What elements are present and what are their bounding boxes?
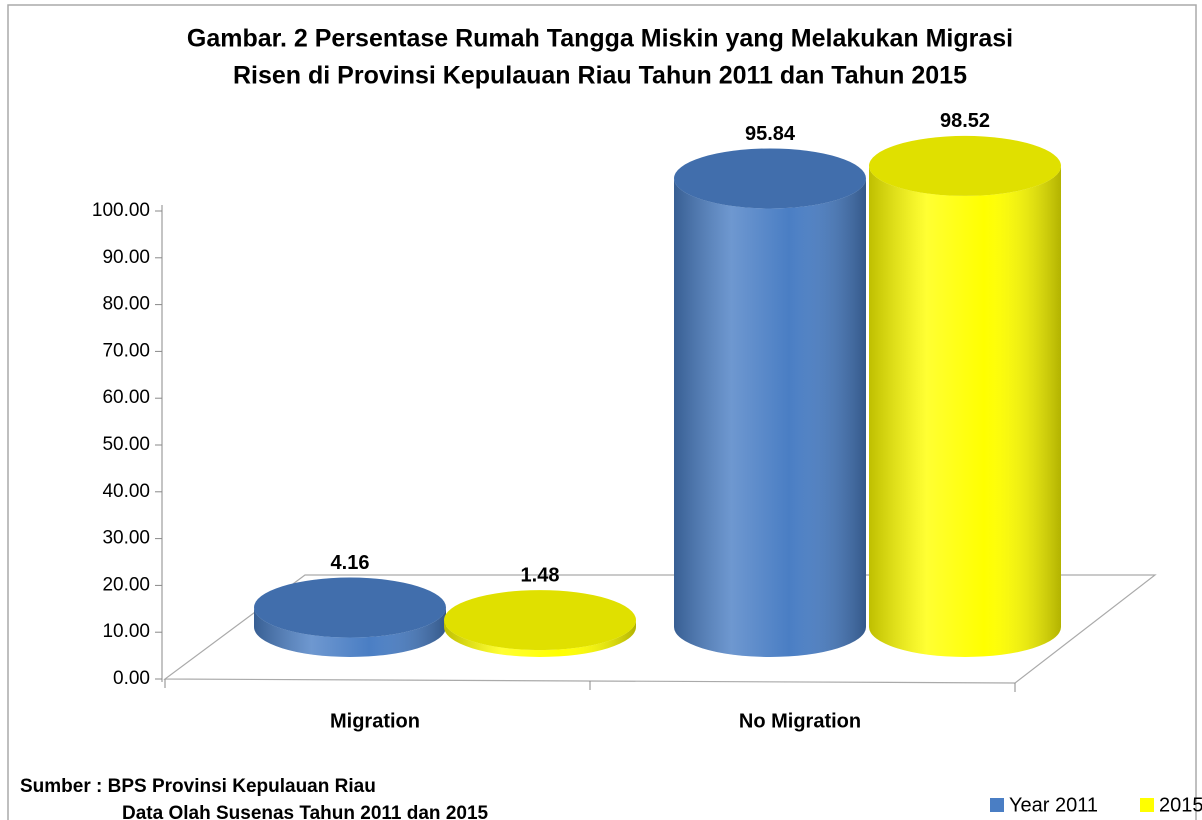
data-label: 4.16: [331, 552, 370, 574]
y-tick-label: 0.00: [113, 668, 150, 689]
x-tick-label: No Migration: [739, 710, 861, 732]
legend-swatch: [1140, 798, 1154, 812]
cylinder-top-shade: [674, 148, 866, 209]
y-tick-label: 10.00: [102, 621, 150, 642]
data-label: 98.52: [940, 110, 990, 132]
data-label: 1.48: [521, 564, 560, 586]
cylinder-top-shade: [869, 135, 1061, 196]
y-tick-label: 70.00: [102, 340, 150, 361]
cylinder-shade: [444, 620, 636, 657]
cylinder-top-shade: [444, 590, 636, 651]
cylinder-shade: [254, 607, 446, 657]
legend-label: 2015: [1159, 794, 1202, 816]
y-tick-label: 100.00: [92, 200, 150, 221]
cylinder-top-shade: [254, 577, 446, 638]
legend-swatch: [990, 798, 1004, 812]
legend-label: Year 2011: [1009, 794, 1098, 816]
cylinder-top: [674, 148, 866, 209]
x-tick-label: Migration: [330, 710, 420, 732]
cylinder: [869, 135, 1061, 658]
cylinder-top: [444, 590, 636, 651]
cylinder-top: [254, 577, 446, 638]
y-tick-label: 90.00: [102, 247, 150, 268]
cylinder-shade: [674, 178, 866, 657]
y-tick-label: 30.00: [102, 528, 150, 549]
cylinder: [674, 148, 866, 657]
chart-title: Gambar. 2 Persentase Rumah Tangga Miskin…: [187, 25, 1013, 53]
source: Sumber : BPS Provinsi Kepulauan Riau: [20, 776, 376, 797]
cylinder-shade: [869, 165, 1061, 658]
cylinder-top: [869, 135, 1061, 196]
cylinder: [254, 577, 446, 657]
chart-title: Risen di Provinsi Kepulauan Riau Tahun 2…: [233, 62, 967, 90]
y-tick-label: 50.00: [102, 434, 150, 455]
y-tick-label: 40.00: [102, 481, 150, 502]
y-tick-label: 20.00: [102, 574, 150, 595]
source: Data Olah Susenas Tahun 2011 dan 2015: [122, 803, 489, 820]
y-tick-label: 60.00: [102, 387, 150, 408]
data-label: 95.84: [745, 123, 796, 145]
cylinder: [444, 590, 636, 657]
y-tick-label: 80.00: [102, 294, 150, 315]
